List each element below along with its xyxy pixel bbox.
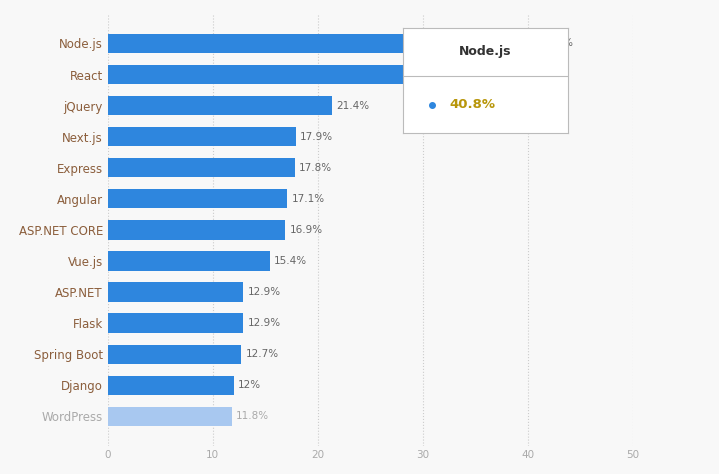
Text: 12.9%: 12.9% (247, 287, 280, 297)
Bar (108, 34, 536, 53)
Text: 40.8%: 40.8% (449, 98, 495, 111)
Text: 17.9%: 17.9% (300, 132, 333, 142)
Text: 21.4%: 21.4% (336, 100, 370, 110)
Text: Node.js: Node.js (459, 45, 512, 58)
Text: 40.8%: 40.8% (541, 38, 573, 48)
Text: 11.8%: 11.8% (236, 411, 269, 421)
Text: 12.7%: 12.7% (245, 349, 278, 359)
Bar (108, 345, 241, 364)
Bar (108, 65, 523, 84)
Text: 15.4%: 15.4% (274, 256, 307, 266)
Bar (108, 407, 232, 426)
Text: 16.9%: 16.9% (290, 225, 323, 235)
Bar (108, 251, 270, 271)
Bar (108, 158, 295, 177)
Bar (108, 375, 234, 395)
Text: 12%: 12% (238, 380, 261, 390)
Bar (108, 220, 285, 239)
Bar (108, 189, 288, 209)
Bar (108, 313, 243, 333)
Text: 39.5%: 39.5% (527, 70, 560, 80)
Bar (108, 127, 296, 146)
Text: 12.9%: 12.9% (247, 318, 280, 328)
Bar (108, 283, 243, 301)
Text: 17.1%: 17.1% (292, 194, 325, 204)
Bar (108, 96, 332, 115)
Text: 17.8%: 17.8% (299, 163, 332, 173)
